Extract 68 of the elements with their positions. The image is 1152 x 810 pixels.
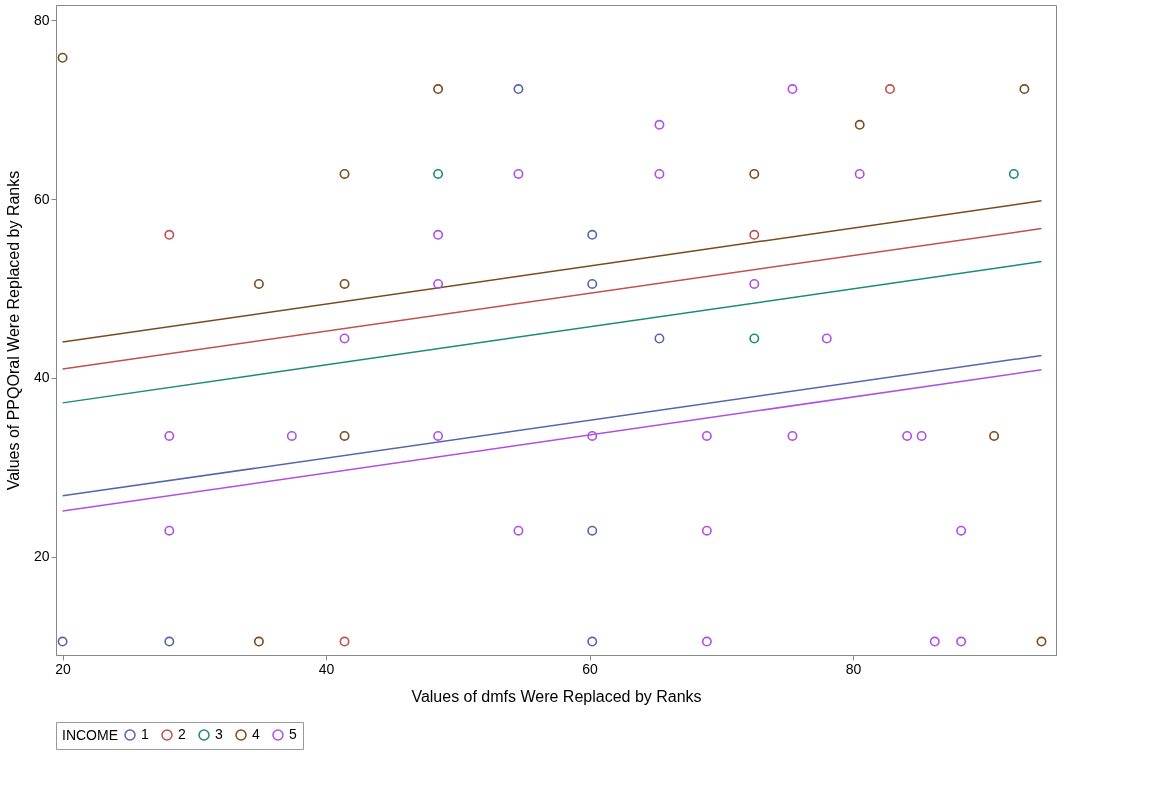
x-axis-title: Values of dmfs Were Replaced by Ranks	[411, 687, 702, 705]
point	[749, 229, 760, 240]
point	[587, 636, 598, 647]
x-tick-label: 20	[55, 660, 72, 677]
point	[57, 52, 68, 63]
legend-label: 3	[215, 726, 223, 742]
point	[339, 430, 350, 441]
point	[587, 430, 598, 441]
point	[956, 636, 967, 647]
legend-label: 2	[178, 726, 186, 742]
point	[587, 525, 598, 536]
point	[749, 333, 760, 344]
point	[1008, 169, 1019, 179]
legend-label: 5	[289, 726, 297, 742]
point	[433, 84, 444, 95]
point	[989, 430, 1000, 441]
point	[956, 525, 967, 536]
y-tick-label: 60	[33, 190, 50, 207]
point	[929, 636, 940, 647]
point	[57, 636, 68, 647]
point	[433, 278, 444, 289]
point	[587, 229, 598, 240]
x-tick-label: 40	[318, 660, 335, 677]
x-tick-label: 80	[845, 660, 862, 677]
point	[253, 278, 264, 289]
point	[164, 430, 175, 441]
point	[1036, 636, 1047, 647]
point	[339, 278, 350, 289]
legend-label: 1	[141, 726, 149, 742]
point	[902, 430, 913, 441]
point	[433, 430, 444, 441]
point	[701, 430, 712, 441]
point	[654, 119, 665, 130]
point	[286, 430, 297, 441]
point	[513, 169, 524, 179]
point	[339, 169, 350, 179]
point	[854, 169, 865, 179]
point	[885, 84, 895, 95]
point	[339, 333, 350, 344]
point	[701, 525, 712, 536]
point	[654, 169, 665, 179]
point	[513, 84, 524, 95]
legend-label: 4	[252, 726, 260, 742]
point	[654, 333, 665, 344]
point	[854, 119, 865, 130]
point	[749, 278, 760, 289]
legend-title: INCOME	[62, 727, 118, 743]
point	[701, 636, 712, 647]
point	[513, 525, 524, 536]
point	[164, 525, 175, 536]
point	[339, 636, 350, 647]
y-tick-label: 20	[33, 548, 50, 565]
point	[787, 430, 798, 441]
point	[433, 169, 444, 179]
point	[164, 636, 175, 647]
point	[916, 430, 927, 441]
x-tick-label: 60	[582, 660, 599, 677]
point	[164, 229, 175, 240]
point	[587, 278, 598, 289]
y-tick-label: 80	[33, 11, 50, 28]
point	[787, 84, 798, 95]
y-axis-title: Values of PPQOral Were Replaced by Ranks	[4, 170, 22, 491]
y-tick-label: 40	[33, 369, 50, 386]
point	[253, 636, 264, 647]
point	[821, 333, 832, 344]
point	[1019, 84, 1030, 95]
point	[749, 169, 760, 179]
point	[433, 229, 444, 240]
